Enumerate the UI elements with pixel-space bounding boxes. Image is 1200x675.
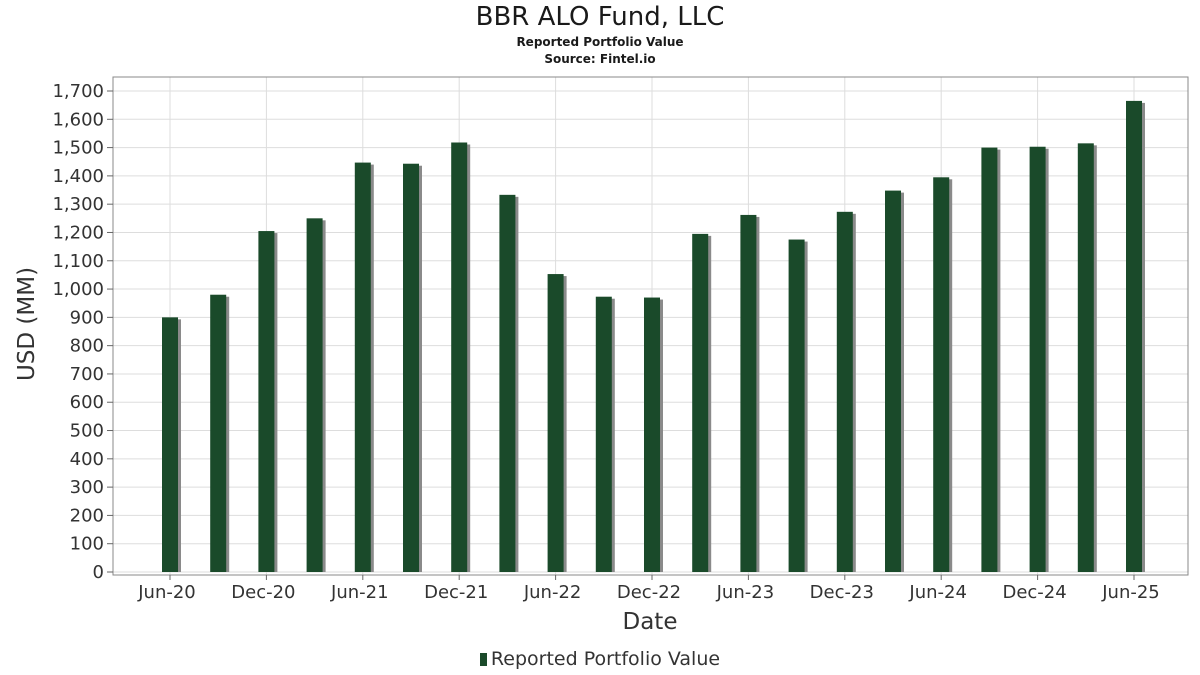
bar-rect	[836, 211, 853, 572]
x-tick-label: Dec-20	[231, 582, 295, 603]
y-tick-label: 400	[70, 449, 104, 470]
x-tick-label: Jun-21	[330, 582, 389, 603]
bar-rect	[1126, 100, 1142, 572]
y-tick-label: 500	[70, 421, 104, 442]
y-tick-label: 700	[70, 364, 104, 385]
bar-rect	[306, 218, 323, 572]
bar-rect	[692, 233, 709, 572]
bar-rect	[1077, 143, 1094, 572]
bar-rect	[210, 294, 227, 572]
x-tick-label: Jun-24	[908, 582, 967, 603]
bar	[644, 297, 663, 572]
x-tick-label: Jun-20	[137, 582, 196, 603]
bar	[740, 214, 760, 573]
bar	[258, 231, 278, 572]
bar	[306, 218, 326, 572]
y-tick-label: 100	[70, 534, 104, 555]
bar	[595, 296, 615, 572]
y-tick-label: 800	[70, 336, 104, 357]
chart-subtitle: Reported Portfolio Value	[516, 35, 684, 49]
y-tick-label: 1,700	[52, 81, 104, 102]
bar-rect	[1029, 146, 1046, 572]
x-tick-label: Dec-21	[424, 582, 488, 603]
y-tick-label: 600	[70, 392, 104, 413]
bar-rect	[644, 297, 660, 572]
x-tick-label: Dec-24	[1002, 582, 1066, 603]
legend: Reported Portfolio Value	[0, 648, 1200, 670]
bar	[836, 211, 856, 572]
x-tick-label: Dec-23	[810, 582, 874, 603]
bar-rect	[162, 317, 178, 572]
y-tick-label: 300	[70, 477, 104, 498]
bar-rect	[933, 177, 950, 572]
chart-title: BBR ALO Fund, LLC	[475, 2, 725, 32]
bar	[788, 239, 808, 572]
x-tick-label: Jun-22	[523, 582, 582, 603]
bar-rect	[740, 214, 757, 573]
y-tick-label: 1,400	[52, 166, 104, 187]
x-tick-label: Jun-25	[1101, 582, 1160, 603]
x-axis-label: Date	[623, 609, 678, 635]
x-axis: Jun-20 Dec-20 Jun-21 Dec-21 Jun-22 Dec-22 Jun-…	[113, 574, 1188, 603]
y-tick-label: 1,500	[52, 138, 104, 159]
bar	[981, 147, 1001, 572]
bar-rect	[258, 231, 275, 572]
chart-source: Source: Fintel.io	[544, 52, 656, 66]
bar	[1126, 100, 1145, 572]
y-tick-label: 1,100	[52, 251, 104, 272]
y-tick-label: 1,000	[52, 279, 104, 300]
y-axis: 0 100 200 300 400 500 600 700 800 900 1,000 1,100 1,…	[52, 77, 114, 583]
legend-swatch	[479, 653, 487, 666]
bar	[547, 274, 567, 572]
y-tick-label: 900	[70, 307, 104, 328]
bar	[162, 317, 181, 572]
bar-series	[162, 100, 1145, 573]
bar-rect	[547, 274, 564, 572]
bar	[354, 162, 374, 573]
x-tick-label: Jun-23	[716, 582, 775, 603]
bar	[451, 142, 471, 572]
y-tick-label: 1,300	[52, 194, 104, 215]
legend-label: Reported Portfolio Value	[490, 648, 721, 670]
bar	[403, 163, 422, 572]
bar	[933, 177, 953, 572]
y-tick-label: 0	[93, 562, 104, 583]
bar	[499, 194, 519, 572]
bar-rect	[354, 162, 371, 573]
y-tick-label: 200	[70, 505, 104, 526]
bar	[692, 233, 712, 572]
bar	[1029, 146, 1049, 572]
bar-rect	[788, 239, 805, 572]
y-axis-label: USD (MM)	[14, 267, 40, 381]
bar-rect	[499, 194, 516, 572]
bar	[885, 190, 904, 573]
bar	[210, 294, 230, 572]
bar-rect	[595, 296, 612, 572]
y-tick-label: 1,200	[52, 222, 104, 243]
x-tick-label: Dec-22	[617, 582, 681, 603]
bar-rect	[885, 190, 901, 573]
bar-rect	[451, 142, 468, 572]
bar-rect	[403, 163, 419, 572]
bar	[1077, 143, 1097, 572]
y-tick-label: 1,600	[52, 109, 104, 130]
bar-rect	[981, 147, 998, 572]
